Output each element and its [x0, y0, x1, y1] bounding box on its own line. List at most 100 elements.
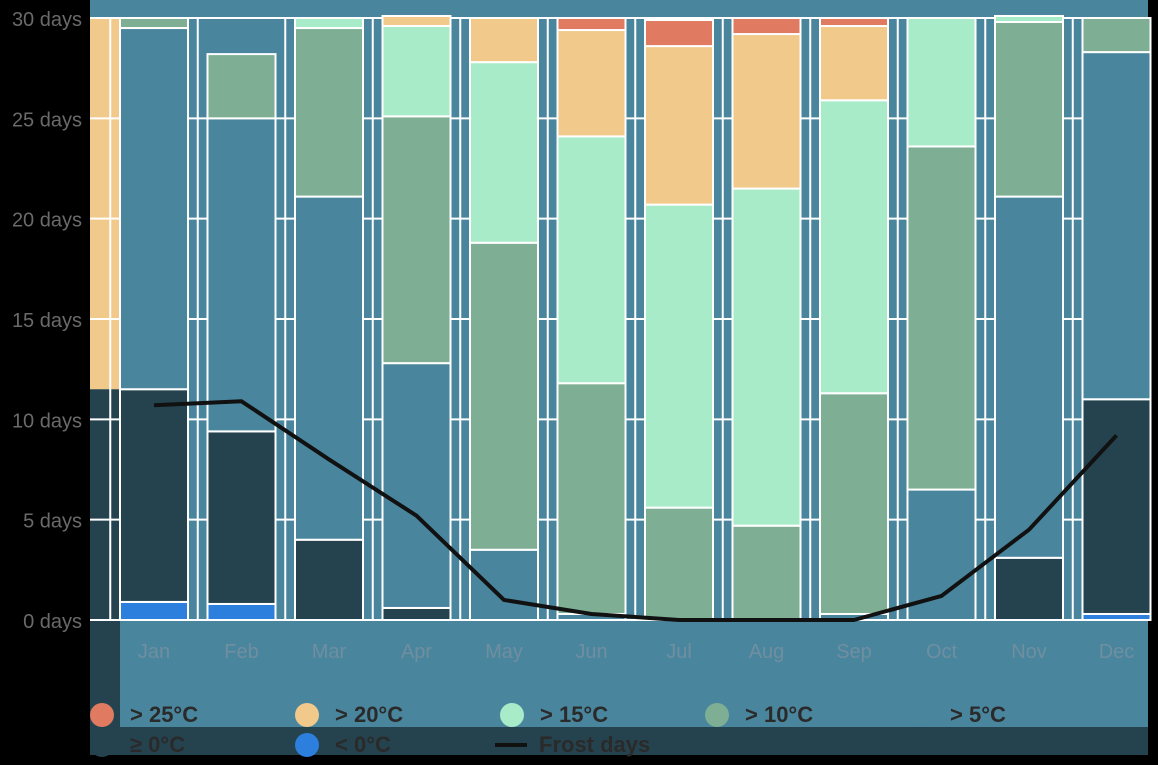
legend-label: < 0°C: [335, 732, 391, 757]
legend-item-at-least-0: ≥ 0°C: [90, 730, 185, 760]
legend-dot-icon: [295, 703, 319, 727]
bar-segment: [119, 600, 189, 622]
x-tick-label: Jun: [575, 641, 607, 663]
x-tick-label: May: [485, 641, 523, 663]
y-tick-label: 30 days: [12, 9, 82, 31]
legend-label: ≥ 0°C: [130, 732, 186, 757]
legend-dot-icon: [910, 703, 934, 727]
y-tick-label: 25 days: [12, 109, 82, 131]
bar-segment: [294, 17, 364, 30]
bar-segment: [1081, 398, 1152, 615]
legend-label: Frost days: [539, 732, 651, 757]
bar-segment: [381, 25, 452, 118]
bar-segment: [294, 27, 364, 198]
legend-item-above-5: > 5°C: [910, 700, 1006, 730]
frost-days-line: [153, 399, 1118, 622]
y-tick-label: 20 days: [12, 210, 82, 232]
bar-segment: [994, 556, 1064, 621]
bar-segment: [119, 17, 189, 30]
legend-item-above-25: > 25°C: [90, 700, 198, 730]
bar-segment: [381, 115, 452, 365]
bar-segment: [731, 17, 802, 36]
legend-dot-icon: [90, 733, 114, 757]
legend-label: > 25°C: [130, 702, 199, 727]
bar-segment: [644, 45, 714, 206]
bar-segment: [556, 135, 627, 385]
bar-segment: [819, 17, 889, 28]
bar-segment: [819, 392, 889, 615]
legend-label: > 15°C: [540, 702, 609, 727]
x-tick-label: Nov: [1011, 641, 1047, 663]
x-tick-label: Sep: [836, 641, 872, 663]
bar-segment: [1081, 51, 1152, 401]
bar-segment: [906, 17, 977, 148]
left-temperature-strip: [90, 389, 120, 727]
bar-segment: [731, 187, 802, 527]
y-axis-tick-labels: 0 days 5 days 10 days 15 days 20 days 25 days…: [12, 9, 82, 633]
bar-segment: [731, 524, 802, 621]
x-tick-label: Mar: [312, 641, 347, 663]
bar-segment: [819, 25, 889, 102]
legend-item-above-10: > 10°C: [705, 700, 813, 730]
x-tick-label: Apr: [401, 641, 432, 663]
bar-segment: [731, 33, 802, 190]
bar-segment: [206, 602, 277, 621]
x-axis-month-labels: Jan Feb Mar Apr May Jun Jul Aug Sep Oct Nov Dec: [138, 641, 1134, 663]
y-tick-label: 5 days: [23, 511, 82, 533]
bar-segment: [294, 195, 364, 541]
bar-segment: [381, 14, 452, 28]
legend-label: > 5°C: [950, 702, 1006, 727]
bar-segment: [906, 488, 977, 622]
bar-segment: [381, 606, 452, 622]
bar-segment: [644, 506, 714, 622]
bar-segment: [381, 362, 452, 609]
legend-label: > 10°C: [745, 702, 814, 727]
x-tick-label: Dec: [1099, 641, 1135, 663]
bar-segment: [206, 53, 277, 120]
legend-item-above-15: > 15°C: [500, 700, 608, 730]
bar-segment: [119, 388, 189, 603]
bar-segment: [206, 430, 277, 605]
x-tick-label: Feb: [224, 641, 258, 663]
bar-segment: [994, 195, 1064, 559]
bar-segment: [469, 17, 539, 64]
bar-segment: [556, 382, 627, 615]
y-tick-label: 15 days: [12, 310, 82, 332]
bar-segment: [994, 14, 1064, 24]
bar-segment: [206, 117, 277, 433]
bar-segment: [556, 29, 627, 138]
bar-segment: [469, 61, 539, 244]
legend-label: > 20°C: [335, 702, 404, 727]
bar-segment: [644, 19, 714, 48]
x-tick-label: Aug: [749, 641, 785, 663]
left-temperature-strip-top: [90, 18, 120, 390]
bar-segment: [906, 145, 977, 491]
bar-segment: [556, 17, 627, 32]
legend-item-frost-days: Frost days: [495, 730, 650, 760]
x-tick-label: Jul: [666, 641, 692, 663]
bar-segment: [994, 21, 1064, 198]
x-tick-label: Jan: [138, 641, 170, 663]
bar-segment: [119, 27, 189, 391]
legend-item-above-20: > 20°C: [295, 700, 403, 730]
legend-dot-icon: [705, 703, 729, 727]
bar-segment: [1081, 17, 1152, 54]
x-tick-label: Oct: [926, 641, 958, 663]
bar-segment: [294, 538, 364, 622]
legend-line-icon: [495, 743, 527, 747]
legend: > 25°C > 20°C > 15°C > 10°C > 5°C ≥ 0°C …: [90, 700, 1148, 760]
legend-band-dark: [90, 727, 1148, 755]
legend-dot-icon: [90, 703, 114, 727]
y-tick-label: 10 days: [12, 410, 82, 432]
frost-days-line-path: [153, 399, 1118, 622]
bar-segment: [819, 99, 889, 395]
stacked-bars: [119, 14, 1152, 622]
y-tick-label: 0 days: [23, 611, 82, 633]
bar-segment: [644, 203, 714, 509]
legend-dot-icon: [295, 733, 319, 757]
bar-segment: [469, 241, 539, 551]
legend-item-below-0: < 0°C: [295, 730, 391, 760]
legend-dot-icon: [500, 703, 524, 727]
